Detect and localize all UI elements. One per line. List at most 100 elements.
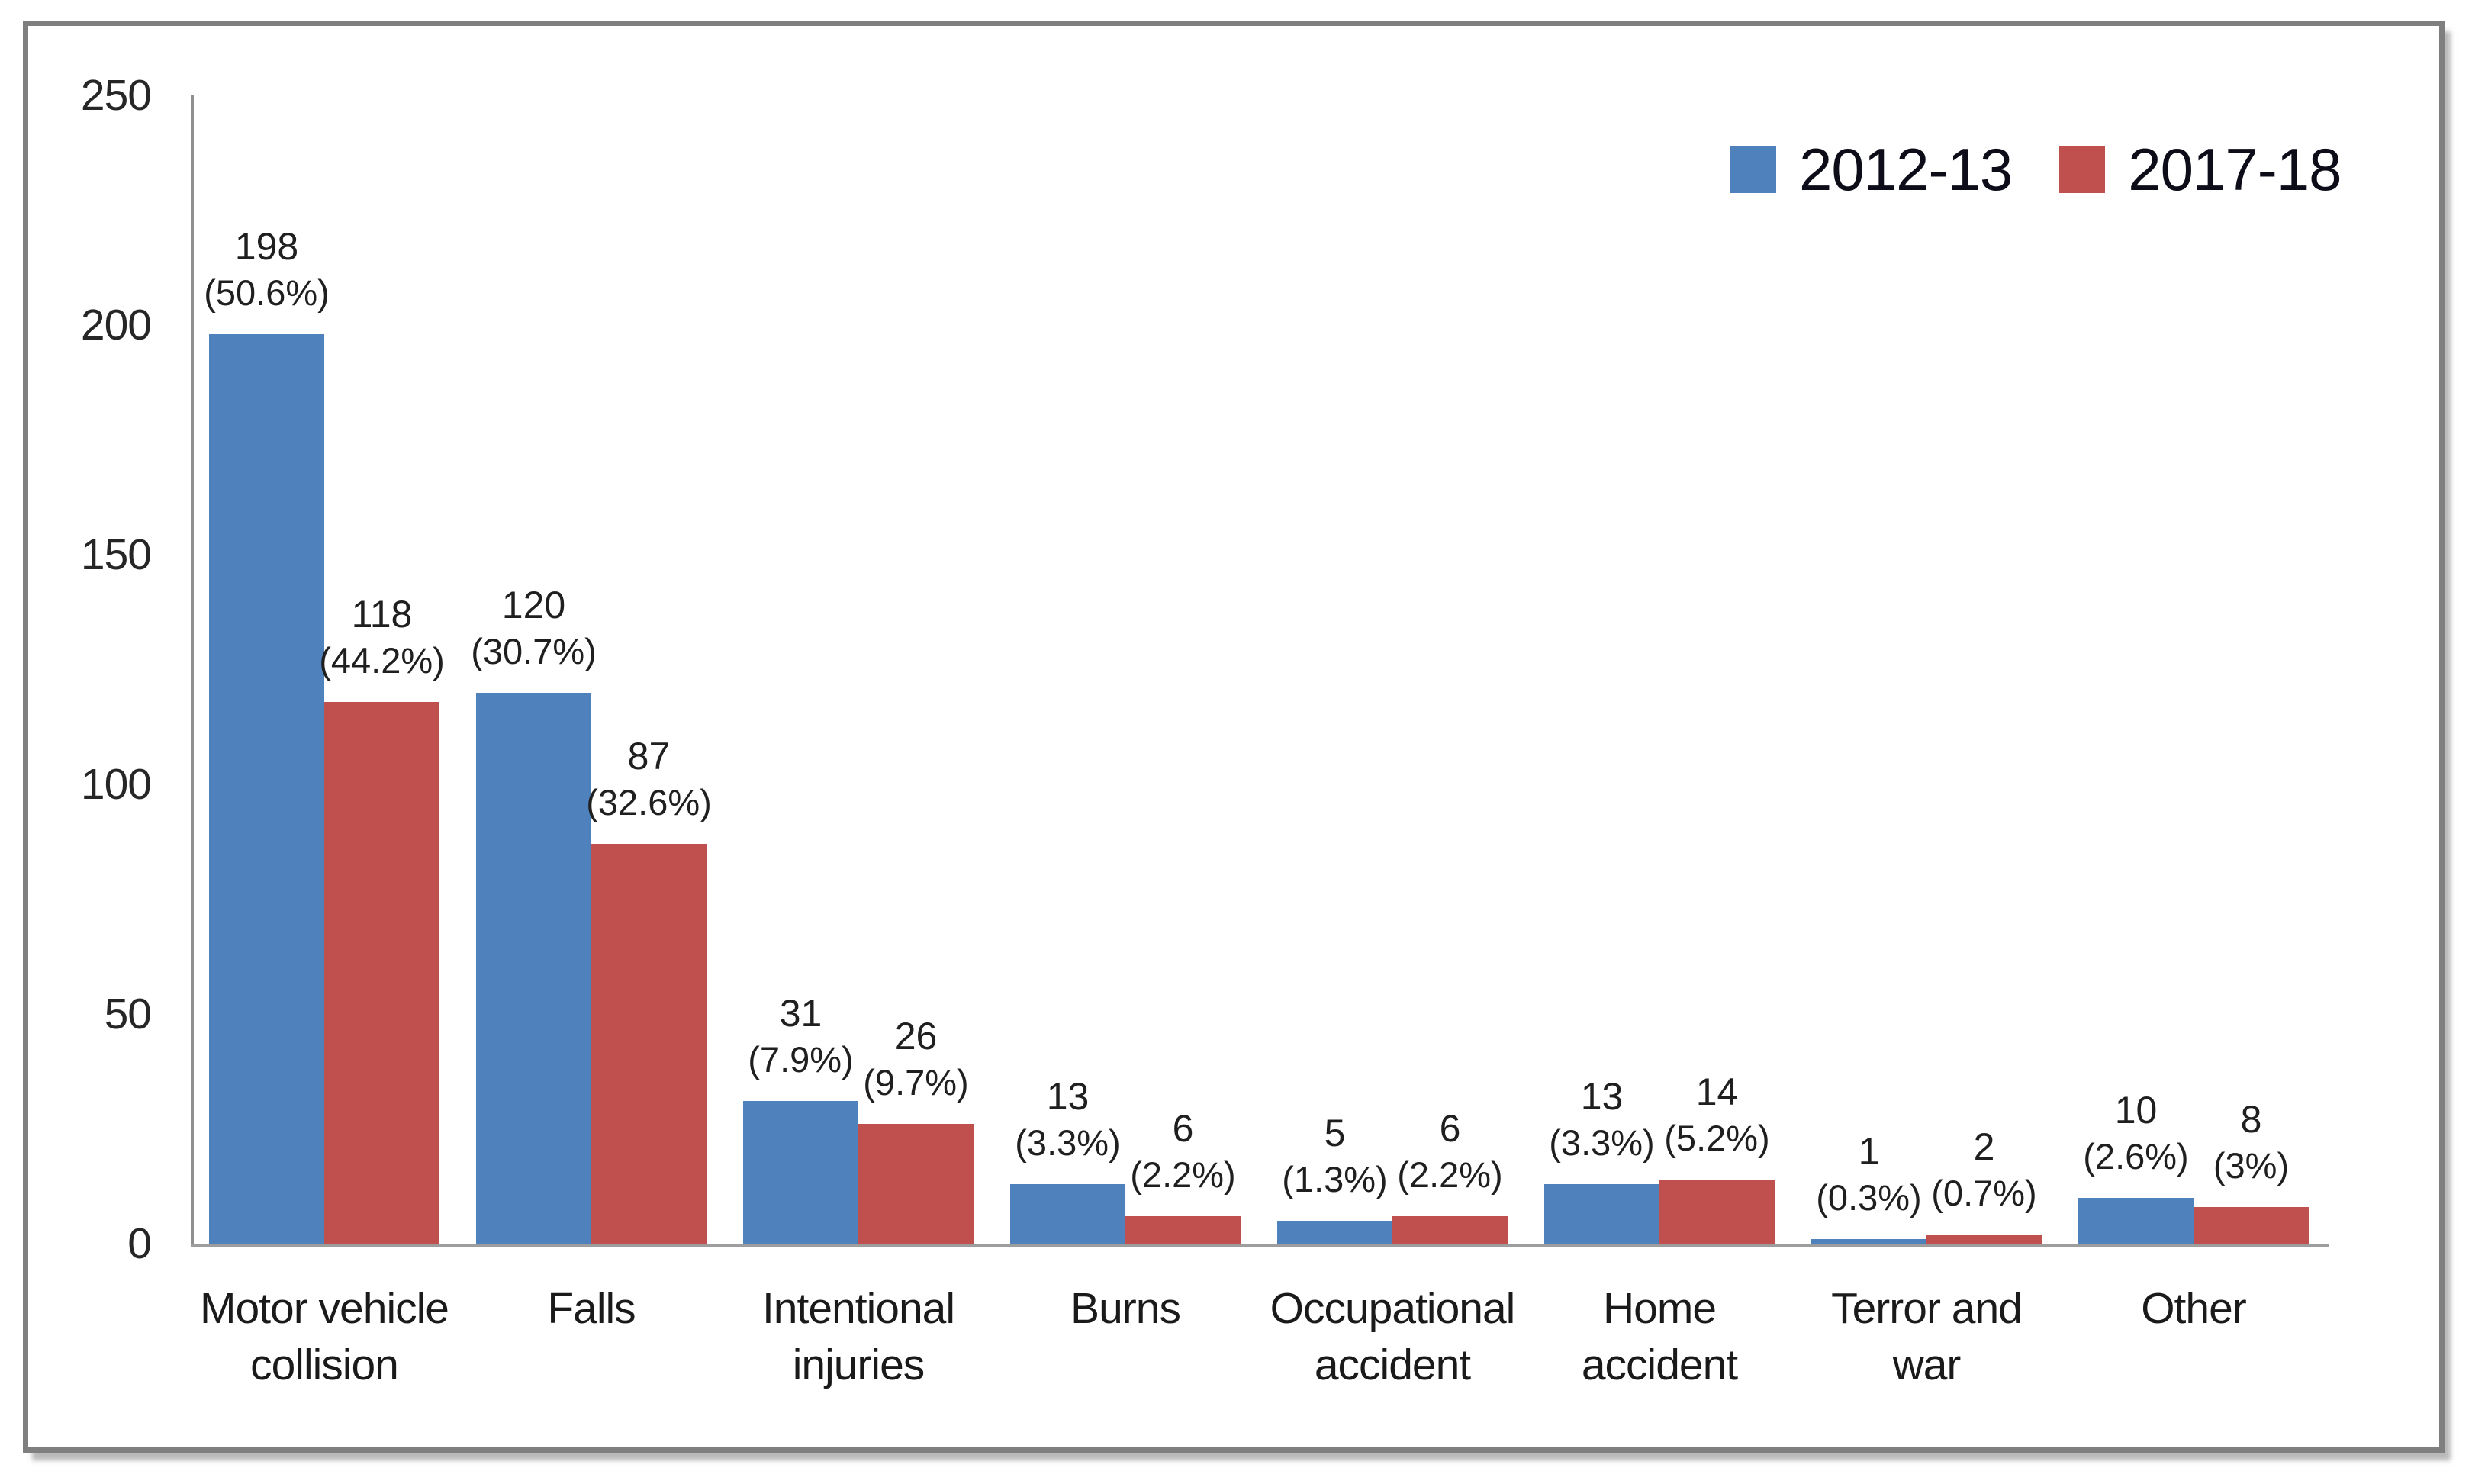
x-label-line: Burns [1070,1284,1181,1333]
bar-value-label-2012-13-intentional-injuries: 31 (7.9%) [748,990,853,1083]
legend-swatch-2017-18-icon [2059,146,2106,193]
bar-2012-13-intentional-injuries [743,1101,858,1244]
bar-value-label-2012-13-falls: 120 (30.7%) [471,581,597,674]
x-label-line: Other [2141,1284,2247,1333]
x-label-line: Falls [547,1284,636,1333]
bar-count: 14 [1695,1070,1739,1113]
bar-2012-13-burns [1010,1184,1125,1244]
bar-2017-18-falls [591,844,707,1244]
legend-label-2012-13: 2012-13 [1799,136,2013,203]
bar-count: 87 [627,735,671,777]
bar-2017-18-motor-vehicle-collision [324,702,439,1244]
legend: 2012-13 2017-18 [1730,139,2342,200]
bar-2017-18-home-accident [1659,1180,1775,1244]
x-label-line: Intentional [761,1284,955,1333]
y-tick-label: 100 [80,760,152,809]
x-label-line: injuries [792,1341,925,1389]
bar-count: 120 [501,584,566,626]
y-tick-label: 150 [80,530,152,579]
x-axis-line [191,1244,2329,1247]
category-other: 10 (2.6%) 8 (3%) [2060,95,2327,1244]
legend-swatch-2012-13-icon [1730,146,1776,193]
legend-label-2017-18: 2017-18 [2128,136,2342,203]
category-motor-vehicle-collision: 198 (50.6%) 118 (44.2%) [191,95,458,1244]
bar-percent: (2.6%) [2083,1136,2189,1177]
x-label-line: Motor vehicle [200,1284,449,1333]
bar-2012-13-home-accident [1544,1184,1659,1244]
bar-value-label-2012-13-burns: 13 (3.3%) [1015,1073,1120,1166]
y-tick-label: 250 [80,71,152,120]
legend-item-2012-13: 2012-13 [1730,136,2013,203]
bar-percent: (9.7%) [863,1062,969,1103]
bar-count: 8 [2240,1098,2262,1141]
category-occupational-accident: 5 (1.3%) 6 (2.2%) [1259,95,1526,1244]
x-label-terror-and-war: Terror and war [1793,1280,2060,1393]
category-intentional-injuries: 31 (7.9%) 26 (9.7%) [725,95,992,1244]
bar-percent: (5.2%) [1664,1118,1770,1158]
bar-value-label-2017-18-other: 8 (3%) [2213,1096,2289,1189]
bar-count: 118 [351,593,413,636]
bar-percent: (7.9%) [748,1039,854,1080]
x-label-line: Terror and [1831,1284,2023,1333]
bar-value-label-2012-13-home-accident: 13 (3.3%) [1549,1073,1654,1166]
bar-count: 13 [1580,1075,1624,1118]
x-label-home-accident: Home accident [1526,1280,1793,1393]
bar-2012-13-terror-and-war [1811,1239,1926,1244]
bar-count: 13 [1046,1075,1090,1118]
bar-value-label-2017-18-intentional-injuries: 26 (9.7%) [863,1012,968,1106]
x-label-line: war [1892,1341,1962,1389]
bar-value-label-2017-18-falls: 87 (32.6%) [586,732,712,826]
x-label-falls: Falls [458,1280,725,1337]
bar-value-label-2012-13-other: 10 (2.6%) [2083,1086,2188,1180]
bar-count: 31 [779,992,822,1035]
bar-percent: (3%) [2213,1145,2290,1186]
bar-count: 6 [1172,1107,1194,1150]
y-tick-label: 200 [80,301,152,349]
category-burns: 13 (3.3%) 6 (2.2%) [992,95,1259,1244]
bar-2012-13-occupational-accident [1277,1221,1392,1244]
bar-percent: (0.3%) [1816,1177,1922,1218]
x-label-intentional-injuries: Intentional injuries [725,1280,992,1393]
bar-percent: (0.7%) [1931,1173,2037,1213]
legend-item-2017-18: 2017-18 [2059,136,2342,203]
bar-value-label-2012-13-occupational-accident: 5 (1.3%) [1282,1109,1387,1202]
bar-2017-18-other [2194,1207,2309,1244]
bar-percent: (32.6%) [586,782,712,822]
bar-count: 2 [1973,1125,1995,1168]
bar-2012-13-motor-vehicle-collision [209,334,324,1244]
bar-2017-18-occupational-accident [1392,1216,1508,1244]
bar-value-label-2017-18-terror-and-war: 2 (0.7%) [1931,1123,2036,1216]
category-falls: 120 (30.7%) 87 (32.6%) [458,95,725,1244]
x-label-burns: Burns [992,1280,1259,1337]
bar-2017-18-intentional-injuries [858,1124,974,1244]
bar-percent: (3.3%) [1015,1122,1121,1163]
bar-count: 5 [1324,1112,1346,1154]
bar-percent: (2.2%) [1397,1154,1503,1195]
bar-percent: (3.3%) [1549,1122,1655,1163]
bar-percent: (1.3%) [1282,1159,1388,1199]
y-tick-label: 50 [104,990,152,1038]
category-terror-and-war: 1 (0.3%) 2 (0.7%) [1793,95,2060,1244]
x-label-line: accident [1314,1341,1471,1389]
bar-2012-13-falls [476,693,591,1244]
bar-value-label-2017-18-motor-vehicle-collision: 118 (44.2%) [319,591,445,684]
bar-percent: (44.2%) [319,640,445,681]
bar-value-label-2017-18-occupational-accident: 6 (2.2%) [1397,1105,1502,1198]
bar-2012-13-other [2078,1198,2194,1244]
bar-count: 6 [1439,1107,1461,1150]
bar-count: 26 [894,1015,938,1057]
bar-value-label-2017-18-burns: 6 (2.2%) [1130,1105,1235,1198]
bar-count: 10 [2114,1089,2158,1132]
y-tick-label: 0 [127,1219,152,1268]
x-label-other: Other [2060,1280,2327,1337]
bar-2017-18-burns [1125,1216,1241,1244]
bar-count: 198 [234,225,299,268]
x-label-line: accident [1581,1341,1738,1389]
category-home-accident: 13 (3.3%) 14 (5.2%) [1526,95,1793,1244]
x-label-line: collision [250,1341,399,1389]
x-label-motor-vehicle-collision: Motor vehicle collision [191,1280,458,1393]
bar-count: 1 [1858,1130,1880,1173]
bar-percent: (30.7%) [471,631,597,671]
